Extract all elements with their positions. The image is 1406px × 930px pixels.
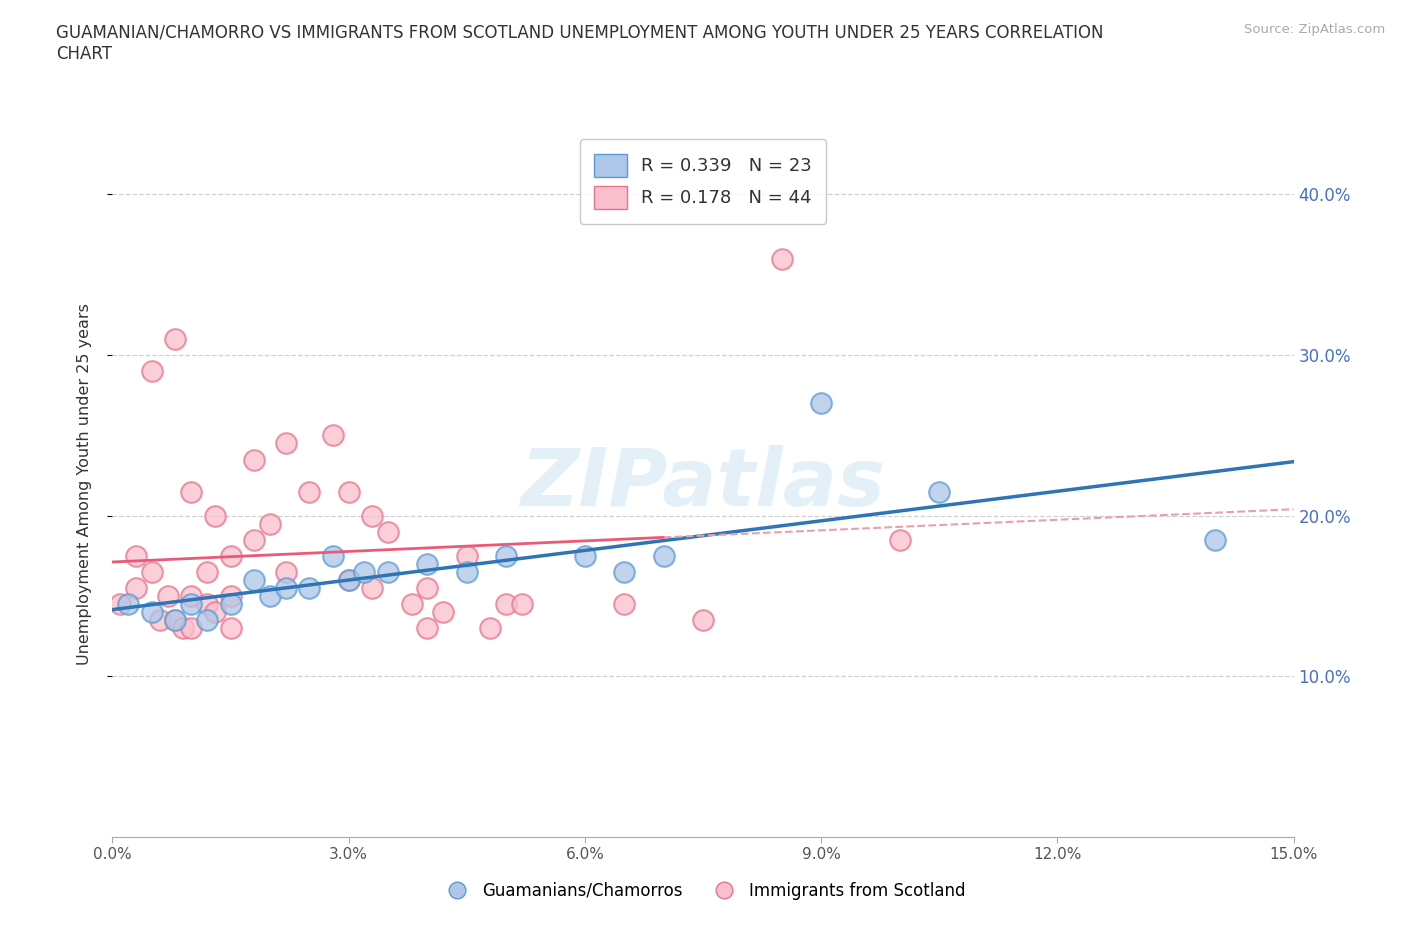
Point xyxy=(377,565,399,579)
Point xyxy=(141,565,163,579)
Point xyxy=(337,485,360,499)
Point xyxy=(219,620,242,635)
Point xyxy=(889,532,911,547)
Point xyxy=(274,580,297,595)
Legend: Guamanians/Chamorros, Immigrants from Scotland: Guamanians/Chamorros, Immigrants from Sc… xyxy=(433,875,973,907)
Point xyxy=(613,565,636,579)
Point xyxy=(495,549,517,564)
Point xyxy=(165,613,187,628)
Point xyxy=(141,364,163,379)
Point xyxy=(416,580,439,595)
Point xyxy=(243,573,266,588)
Point xyxy=(416,620,439,635)
Point xyxy=(322,428,344,443)
Point xyxy=(298,485,321,499)
Text: GUAMANIAN/CHAMORRO VS IMMIGRANTS FROM SCOTLAND UNEMPLOYMENT AMONG YOUTH UNDER 25: GUAMANIAN/CHAMORRO VS IMMIGRANTS FROM SC… xyxy=(56,23,1104,41)
Y-axis label: Unemployment Among Youth under 25 years: Unemployment Among Youth under 25 years xyxy=(77,302,91,665)
Point xyxy=(416,556,439,571)
Point xyxy=(110,597,132,612)
Text: Source: ZipAtlas.com: Source: ZipAtlas.com xyxy=(1244,23,1385,36)
Point xyxy=(574,549,596,564)
Point xyxy=(361,580,384,595)
Point xyxy=(456,565,478,579)
Point xyxy=(337,573,360,588)
Point xyxy=(259,589,281,604)
Point xyxy=(456,549,478,564)
Point xyxy=(165,613,187,628)
Point xyxy=(219,549,242,564)
Point xyxy=(180,620,202,635)
Point xyxy=(401,597,423,612)
Point xyxy=(692,613,714,628)
Point xyxy=(613,597,636,612)
Point xyxy=(322,549,344,564)
Point xyxy=(195,565,218,579)
Point xyxy=(337,573,360,588)
Point xyxy=(274,436,297,451)
Point xyxy=(195,613,218,628)
Point xyxy=(377,525,399,539)
Point xyxy=(770,251,793,266)
Text: CHART: CHART xyxy=(56,45,112,62)
Point xyxy=(274,565,297,579)
Point xyxy=(204,604,226,619)
Point xyxy=(180,485,202,499)
Point xyxy=(495,597,517,612)
Text: ZIPatlas: ZIPatlas xyxy=(520,445,886,523)
Point xyxy=(361,509,384,524)
Point xyxy=(172,620,194,635)
Point xyxy=(219,597,242,612)
Point xyxy=(125,549,148,564)
Point xyxy=(298,580,321,595)
Point xyxy=(149,613,172,628)
Point xyxy=(652,549,675,564)
Point xyxy=(156,589,179,604)
Point xyxy=(180,597,202,612)
Point xyxy=(180,589,202,604)
Point xyxy=(479,620,502,635)
Point xyxy=(259,516,281,531)
Point xyxy=(141,604,163,619)
Point xyxy=(204,509,226,524)
Point xyxy=(432,604,454,619)
Point xyxy=(928,485,950,499)
Point xyxy=(117,597,139,612)
Point xyxy=(810,396,832,411)
Point xyxy=(195,597,218,612)
Point xyxy=(125,580,148,595)
Point xyxy=(1204,532,1226,547)
Point xyxy=(243,532,266,547)
Point xyxy=(353,565,375,579)
Point xyxy=(243,452,266,467)
Point xyxy=(510,597,533,612)
Point xyxy=(165,332,187,347)
Point xyxy=(219,589,242,604)
